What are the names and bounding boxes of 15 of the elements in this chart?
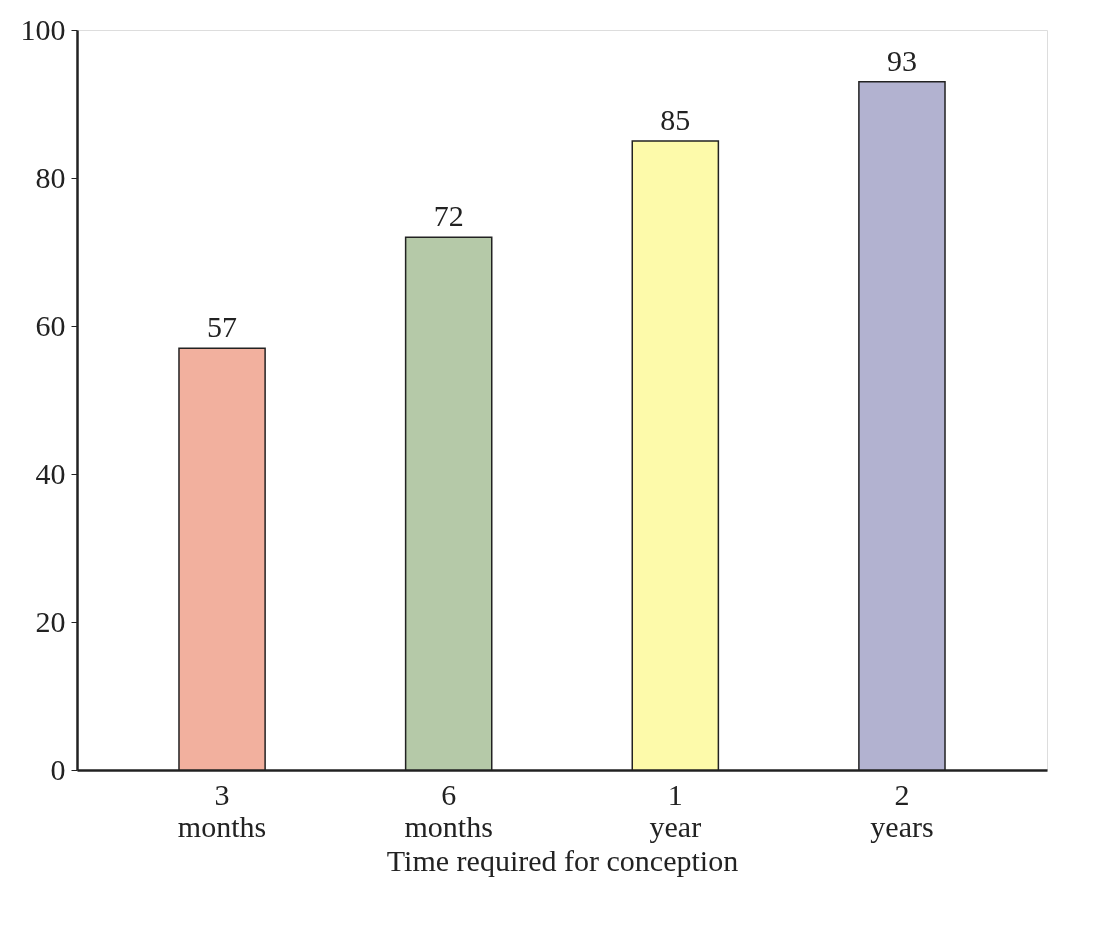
x-tick-label: 1 year bbox=[649, 777, 702, 843]
data-label: 72 bbox=[433, 199, 464, 233]
data-label: 85 bbox=[660, 103, 691, 136]
y-tick-label: 60 bbox=[35, 308, 66, 342]
y-tick-label: 100 bbox=[20, 12, 66, 46]
y-tick-label: 40 bbox=[35, 456, 66, 490]
data-label: 93 bbox=[886, 43, 917, 77]
x-tick-label: 6 months bbox=[404, 777, 493, 843]
x-tick-label: 3 months bbox=[177, 777, 267, 843]
x-tick-label: 2 years bbox=[870, 777, 934, 843]
y-tick-label: 0 bbox=[50, 752, 66, 786]
y-tick-label: 20 bbox=[35, 604, 66, 638]
y-tick-label: 80 bbox=[35, 160, 66, 194]
x-axis-title: Time required for conception bbox=[386, 843, 739, 877]
data-label: 57 bbox=[207, 310, 238, 344]
